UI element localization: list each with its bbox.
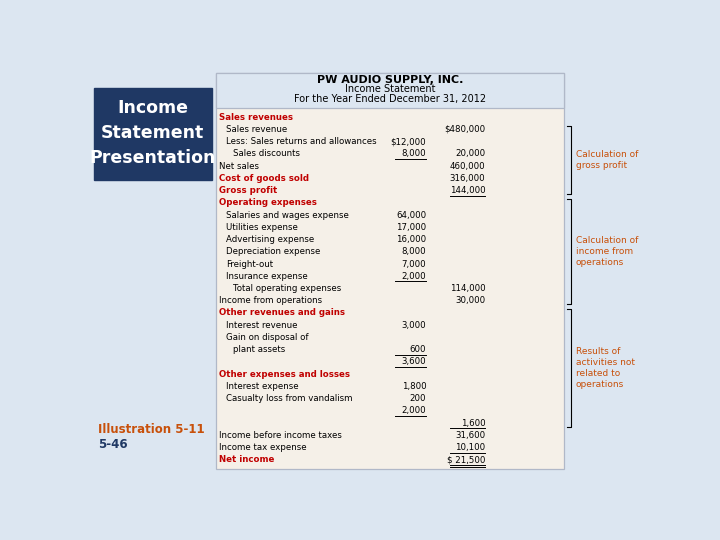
Text: Utilities expense: Utilities expense <box>226 223 298 232</box>
Text: Gross profit: Gross profit <box>220 186 278 195</box>
Text: Income before income taxes: Income before income taxes <box>220 431 342 440</box>
Text: plant assets: plant assets <box>233 345 286 354</box>
Text: 3,000: 3,000 <box>402 321 426 330</box>
Text: 1,600: 1,600 <box>461 418 485 428</box>
Text: 114,000: 114,000 <box>449 284 485 293</box>
Text: 10,100: 10,100 <box>455 443 485 452</box>
Text: Casualty loss from vandalism: Casualty loss from vandalism <box>226 394 353 403</box>
Text: 64,000: 64,000 <box>396 211 426 220</box>
Text: Income Statement: Income Statement <box>345 84 435 94</box>
Text: Income from operations: Income from operations <box>220 296 323 305</box>
Text: $ 21,500: $ 21,500 <box>447 455 485 464</box>
Text: $480,000: $480,000 <box>444 125 485 134</box>
Text: 1,800: 1,800 <box>402 382 426 391</box>
Text: Insurance expense: Insurance expense <box>226 272 308 281</box>
Text: 7,000: 7,000 <box>402 260 426 268</box>
Text: Net income: Net income <box>220 455 275 464</box>
Text: Income
Statement
Presentation: Income Statement Presentation <box>89 99 216 166</box>
Text: 2,000: 2,000 <box>402 272 426 281</box>
Text: 30,000: 30,000 <box>455 296 485 305</box>
Text: 200: 200 <box>410 394 426 403</box>
Text: Calculation of
gross profit: Calculation of gross profit <box>576 150 639 170</box>
Text: Sales revenue: Sales revenue <box>226 125 288 134</box>
Text: Salaries and wages expense: Salaries and wages expense <box>226 211 349 220</box>
Text: Depreciation expense: Depreciation expense <box>226 247 321 256</box>
Text: 5-46: 5-46 <box>98 438 127 451</box>
Text: Sales revenues: Sales revenues <box>220 113 294 122</box>
Text: Cost of goods sold: Cost of goods sold <box>220 174 310 183</box>
Text: $12,000: $12,000 <box>391 137 426 146</box>
Text: Illustration 5-11: Illustration 5-11 <box>98 423 204 436</box>
Bar <box>215 72 564 108</box>
Text: 3,600: 3,600 <box>402 357 426 367</box>
Text: Results of
activities not
related to
operations: Results of activities not related to ope… <box>576 347 635 389</box>
Text: Operating expenses: Operating expenses <box>220 198 318 207</box>
Text: 600: 600 <box>410 345 426 354</box>
Text: Other revenues and gains: Other revenues and gains <box>220 308 346 318</box>
Bar <box>94 88 212 180</box>
Text: Freight-out: Freight-out <box>226 260 274 268</box>
Text: Income tax expense: Income tax expense <box>220 443 307 452</box>
Text: Calculation of
income from
operations: Calculation of income from operations <box>576 236 639 267</box>
Text: Other expenses and losses: Other expenses and losses <box>220 370 351 379</box>
Text: Less: Sales returns and allowances: Less: Sales returns and allowances <box>226 137 377 146</box>
Text: 2,000: 2,000 <box>402 407 426 415</box>
Bar <box>215 72 564 469</box>
Text: Total operating expenses: Total operating expenses <box>233 284 341 293</box>
Text: 31,600: 31,600 <box>455 431 485 440</box>
Text: For the Year Ended December 31, 2012: For the Year Ended December 31, 2012 <box>294 93 486 104</box>
Text: Sales discounts: Sales discounts <box>233 150 300 158</box>
Text: 8,000: 8,000 <box>402 247 426 256</box>
Text: Advertising expense: Advertising expense <box>226 235 315 244</box>
Text: 16,000: 16,000 <box>396 235 426 244</box>
Text: PW AUDIO SUPPLY, INC.: PW AUDIO SUPPLY, INC. <box>317 75 463 85</box>
Text: Interest revenue: Interest revenue <box>226 321 298 330</box>
Text: Interest expense: Interest expense <box>226 382 299 391</box>
Text: Net sales: Net sales <box>220 161 259 171</box>
Text: Gain on disposal of: Gain on disposal of <box>226 333 309 342</box>
Text: 316,000: 316,000 <box>449 174 485 183</box>
Text: 144,000: 144,000 <box>449 186 485 195</box>
Text: 17,000: 17,000 <box>396 223 426 232</box>
Text: 20,000: 20,000 <box>455 150 485 158</box>
Text: 8,000: 8,000 <box>402 150 426 158</box>
Text: 460,000: 460,000 <box>449 161 485 171</box>
